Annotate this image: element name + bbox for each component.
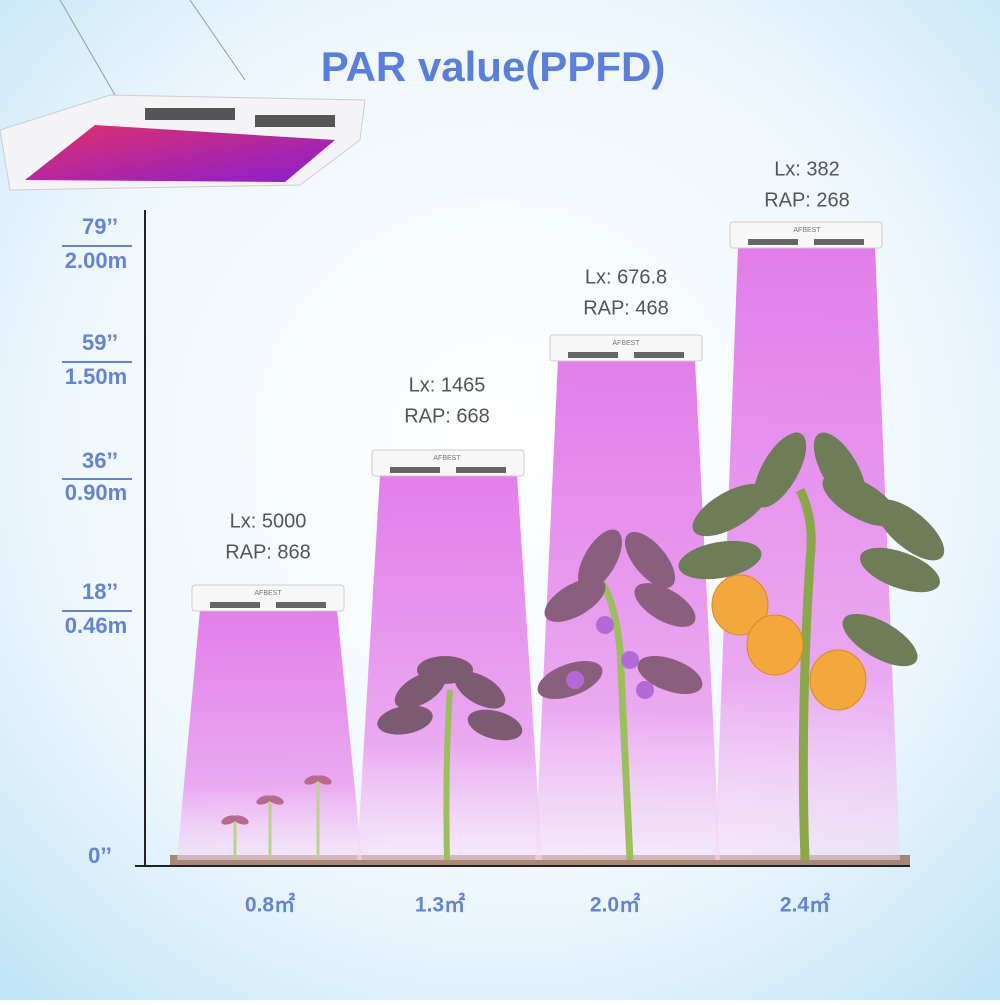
leaf [417, 656, 473, 684]
stem [443, 689, 453, 861]
leaf [304, 775, 320, 785]
rap-label: RAP: 268 [764, 189, 850, 211]
rap-label: RAP: 668 [404, 405, 490, 427]
rap-label: RAP: 468 [583, 297, 669, 319]
leaf [860, 547, 940, 593]
leaf [813, 432, 867, 508]
lux-label: Lx: 676.8 [585, 266, 667, 288]
lamp-brand: AFBEST [612, 340, 640, 347]
lux-label: Lx: 1465 [409, 374, 486, 396]
rap-label: RAP: 868 [225, 541, 311, 563]
lamp-vent [456, 467, 506, 473]
content: 79’’ 2.00m 59’’ 1.50m 36’’ 0.90m 18’’ 0.46m 0’’ A… [62, 158, 945, 917]
stem [597, 577, 634, 861]
lamp-brand: AFBEST [793, 227, 821, 234]
leaf [316, 775, 332, 785]
flower [596, 616, 614, 634]
leaf [454, 671, 506, 709]
lamp-vent [634, 352, 684, 358]
flower [621, 651, 639, 669]
leaf [256, 795, 272, 805]
height-inches: 79’’ [82, 214, 118, 239]
title: PAR value(PPFD) [321, 43, 666, 90]
lamp-vent [276, 602, 326, 608]
lamp-vent [568, 352, 618, 358]
flower [566, 671, 584, 689]
leaf [233, 815, 249, 825]
coverage-area: 2.4㎡ [780, 893, 830, 917]
leaf [467, 709, 523, 741]
leaf [578, 529, 622, 591]
lamp-brand: AFBEST [254, 590, 282, 597]
height-inches: 0’’ [88, 843, 112, 868]
lamp-vent [814, 239, 864, 245]
height-inches: 36’’ [82, 448, 118, 473]
hero-lamp [0, 0, 366, 191]
lamp-vent [210, 602, 260, 608]
lamp-vent [390, 467, 440, 473]
coverage-area: 2.0㎡ [590, 893, 640, 917]
height-inches: 18’’ [82, 579, 118, 604]
light-beam [177, 610, 362, 860]
lamp-brand: AFBEST [433, 455, 461, 462]
lamp-vent [748, 239, 798, 245]
leaf [875, 499, 945, 561]
pepper [746, 614, 804, 676]
height-meters: 1.50m [65, 364, 127, 389]
leaf [221, 815, 237, 825]
height-inches: 59’’ [82, 330, 118, 355]
leaf [268, 795, 284, 805]
leaf [753, 432, 807, 508]
coverage-area: 0.8㎡ [245, 893, 295, 917]
lux-label: Lx: 5000 [230, 510, 307, 532]
height-meters: 0.90m [65, 480, 127, 505]
light-beam [535, 360, 720, 860]
leaf [692, 483, 768, 537]
coverage-area: 1.3㎡ [415, 893, 465, 917]
height-meters: 2.00m [65, 248, 127, 273]
leaf [842, 613, 918, 667]
leaf [634, 583, 696, 627]
leaf [678, 540, 762, 580]
leaf [624, 531, 676, 589]
height-meters: 0.46m [65, 613, 127, 638]
flower [636, 681, 654, 699]
pepper [711, 574, 769, 636]
leaf [377, 705, 433, 735]
leaf [637, 655, 703, 695]
stem [795, 487, 816, 861]
lux-label: Lx: 382 [774, 158, 840, 180]
pepper [809, 649, 867, 711]
